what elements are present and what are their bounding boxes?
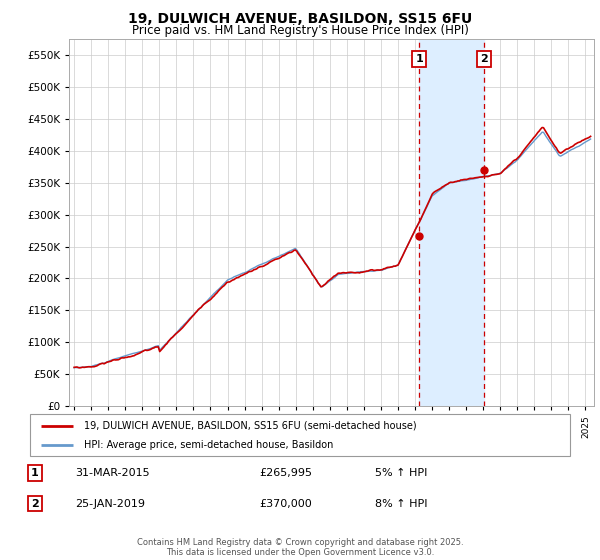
Text: 5% ↑ HPI: 5% ↑ HPI [375,468,427,478]
Text: £370,000: £370,000 [260,498,313,508]
Text: 19, DULWICH AVENUE, BASILDON, SS15 6FU (semi-detached house): 19, DULWICH AVENUE, BASILDON, SS15 6FU (… [84,421,416,431]
Text: HPI: Average price, semi-detached house, Basildon: HPI: Average price, semi-detached house,… [84,440,334,450]
Text: 2: 2 [31,498,39,508]
Text: 1: 1 [31,468,39,478]
Text: Price paid vs. HM Land Registry's House Price Index (HPI): Price paid vs. HM Land Registry's House … [131,24,469,36]
Text: 8% ↑ HPI: 8% ↑ HPI [375,498,427,508]
Text: 2: 2 [481,54,488,64]
Text: £265,995: £265,995 [260,468,313,478]
Bar [419,39,484,406]
FancyBboxPatch shape [30,414,570,456]
Text: 31-MAR-2015: 31-MAR-2015 [76,468,150,478]
Text: 25-JAN-2019: 25-JAN-2019 [76,498,145,508]
Text: 19, DULWICH AVENUE, BASILDON, SS15 6FU: 19, DULWICH AVENUE, BASILDON, SS15 6FU [128,12,472,26]
Text: 1: 1 [415,54,423,64]
Text: Contains HM Land Registry data © Crown copyright and database right 2025.
This d: Contains HM Land Registry data © Crown c… [137,538,463,557]
